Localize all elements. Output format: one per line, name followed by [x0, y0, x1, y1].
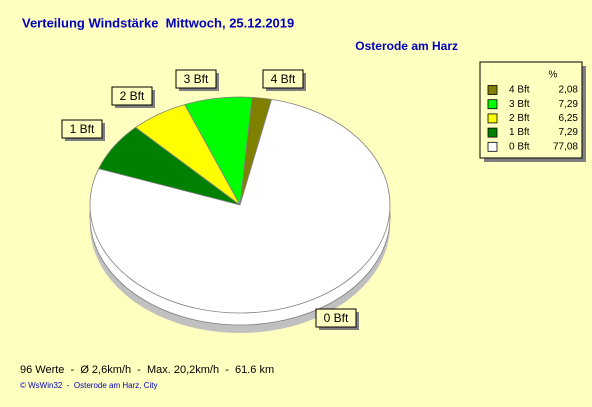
pie-slice [89, 98, 391, 314]
legend-label: 4 Bft [509, 85, 530, 96]
legend-swatch [487, 127, 498, 138]
label-box [175, 69, 217, 89]
legend-label: 3 Bft [509, 99, 530, 110]
legend-value: 6,25 [559, 113, 579, 124]
legend-swatch [487, 141, 498, 152]
legend-swatch [487, 113, 498, 124]
legend-value: 7,29 [559, 127, 579, 138]
slice-label: 3 Bft [184, 72, 209, 86]
chart-title: Verteilung Windstärke Mittwoch, 25.12.20… [22, 15, 294, 30]
legend-label: 2 Bft [509, 113, 530, 124]
legend-label: 0 Bft [509, 141, 530, 152]
label-box [111, 86, 153, 106]
label-box [315, 308, 357, 328]
legend-swatch [487, 85, 498, 95]
legend-value: 2,08 [559, 85, 579, 96]
legend-label: 1 Bft [509, 127, 530, 138]
legend-value: 7,29 [559, 99, 579, 110]
chart-subtitle: Osterode am Harz [355, 39, 458, 53]
label-box [262, 69, 304, 89]
slice-label: 0 Bft [324, 311, 349, 325]
footer-copyright: © WsWin32 - Osterode am Harz, City [20, 381, 157, 390]
footer-stats: 96 Werte - Ø 2,6km/h - Max. 20,2km/h - 6… [20, 364, 274, 376]
slice-label: 2 Bft [120, 89, 145, 103]
legend-value: 77,08 [553, 141, 578, 152]
label-box [61, 119, 103, 139]
legend-swatch [487, 99, 498, 110]
slice-label: 1 Bft [70, 122, 95, 136]
legend-title: % [549, 70, 558, 81]
slice-label: 4 Bft [271, 72, 296, 86]
